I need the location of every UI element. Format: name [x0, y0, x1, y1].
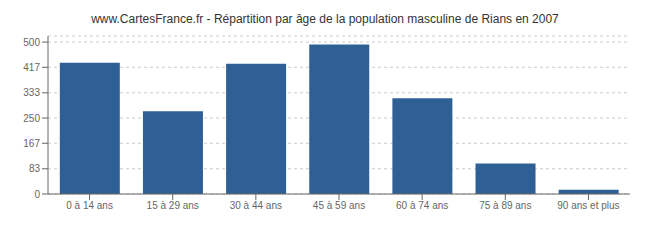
svg-text:30 à 44 ans: 30 à 44 ans — [230, 200, 282, 211]
svg-text:500: 500 — [23, 37, 40, 48]
svg-text:333: 333 — [23, 87, 40, 98]
svg-text:83: 83 — [29, 163, 41, 174]
svg-text:417: 417 — [23, 62, 40, 73]
svg-text:250: 250 — [23, 113, 40, 124]
svg-text:15 à 29 ans: 15 à 29 ans — [147, 200, 199, 211]
svg-text:75 à 89 ans: 75 à 89 ans — [479, 200, 531, 211]
svg-text:0 à 14 ans: 0 à 14 ans — [66, 200, 113, 211]
svg-text:90 ans et plus: 90 ans et plus — [557, 200, 619, 211]
svg-text:45 à 59 ans: 45 à 59 ans — [313, 200, 365, 211]
svg-text:60 à 74 ans: 60 à 74 ans — [396, 200, 448, 211]
svg-text:0: 0 — [34, 189, 40, 200]
svg-text:167: 167 — [23, 138, 40, 149]
html-text:www.CartesFrance.fr - Répartit: www.CartesFrance.fr - Répartition par âg… — [91, 12, 559, 26]
